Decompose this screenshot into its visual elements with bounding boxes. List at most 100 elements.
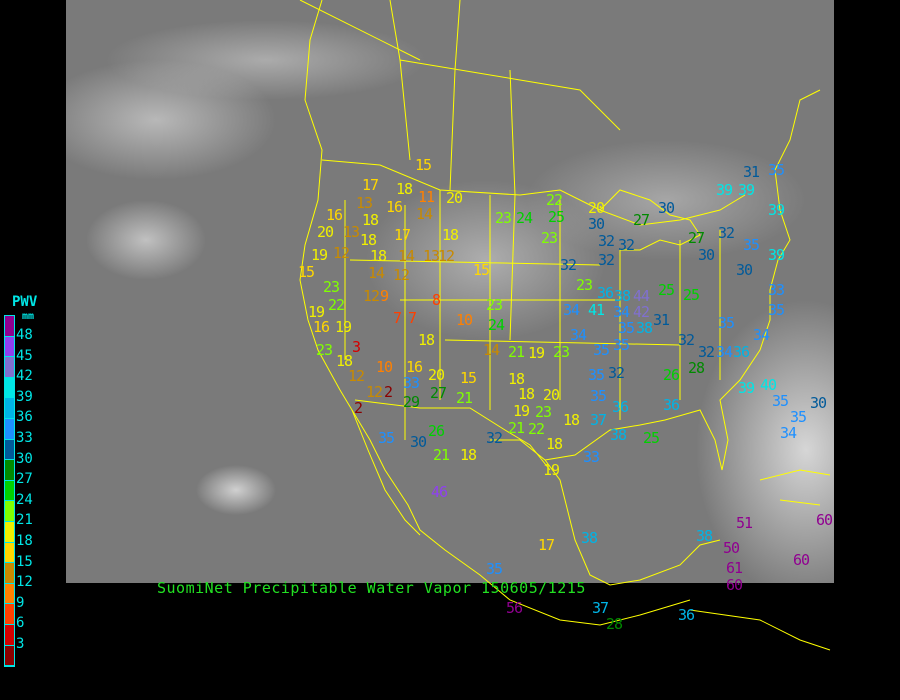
station-pwv-value: 38 — [610, 426, 627, 444]
station-pwv-value: 3 — [352, 338, 361, 356]
station-pwv-value: 21 — [433, 446, 450, 464]
station-pwv-value: 36 — [612, 398, 629, 416]
station-pwv-value: 16 — [406, 358, 423, 376]
station-pwv-value: 18 — [508, 370, 525, 388]
station-pwv-value: 15 — [415, 156, 432, 174]
station-pwv-value: 13 — [423, 247, 440, 265]
canada-provinces — [299, 0, 621, 196]
legend-swatch — [5, 624, 14, 646]
station-pwv-value: 35 — [378, 429, 395, 447]
station-pwv-value: 19 — [528, 344, 545, 362]
legend-label: 42 — [16, 368, 33, 385]
station-pwv-value: 18 — [460, 446, 477, 464]
station-pwv-value: 20 — [428, 366, 445, 384]
station-pwv-value: 22 — [328, 296, 345, 314]
station-pwv-value: 32 — [618, 236, 635, 254]
station-pwv-value: 19 — [308, 303, 325, 321]
station-pwv-value: 12 — [348, 367, 365, 385]
legend-label: 27 — [16, 471, 33, 488]
legend-label: 9 — [16, 594, 25, 611]
station-pwv-value: 35 — [588, 366, 605, 384]
us-mexico-border — [354, 399, 551, 471]
legend-label: 39 — [16, 388, 33, 405]
station-pwv-value: 44 — [633, 287, 650, 305]
station-pwv-value: 56 — [506, 599, 523, 617]
legend-swatch — [5, 316, 14, 337]
station-pwv-value: 38 — [614, 287, 631, 305]
station-pwv-value: 12 — [363, 287, 380, 305]
station-pwv-value: 7 — [408, 309, 417, 327]
legend-label: 45 — [16, 347, 33, 364]
station-pwv-value: 31 — [743, 163, 760, 181]
legend-swatch — [5, 439, 14, 461]
station-pwv-value: 20 — [588, 199, 605, 217]
legend-swatch — [5, 563, 14, 584]
station-pwv-value: 26 — [663, 366, 680, 384]
legend-swatch — [5, 542, 14, 564]
station-pwv-value: 30 — [698, 246, 715, 264]
legend-swatch — [5, 604, 14, 625]
station-pwv-value: 23 — [541, 229, 558, 247]
station-pwv-value: 23 — [316, 341, 333, 359]
station-pwv-value: 35 — [768, 161, 785, 179]
station-pwv-value: 42 — [633, 303, 650, 321]
station-pwv-value: 32 — [598, 251, 615, 269]
station-pwv-value: 18 — [546, 435, 563, 453]
station-pwv-value: 2 — [354, 399, 363, 417]
station-pwv-value: 24 — [516, 209, 533, 227]
station-pwv-value: 28 — [606, 615, 623, 633]
legend-swatch — [5, 418, 14, 440]
station-pwv-value: 22 — [546, 191, 563, 209]
station-pwv-value: 9 — [380, 287, 389, 305]
station-pwv-value: 33 — [768, 281, 785, 299]
west-coastline — [299, 0, 691, 626]
station-pwv-value: 18 — [360, 231, 377, 249]
station-pwv-value: 39 — [768, 201, 785, 219]
station-pwv-value: 21 — [508, 419, 525, 437]
great-lakes — [599, 189, 701, 251]
station-pwv-value: 20 — [446, 189, 463, 207]
legend-swatch — [5, 377, 14, 399]
station-pwv-value: 37 — [590, 411, 607, 429]
legend-label: 12 — [16, 574, 33, 591]
station-pwv-value: 39 — [768, 246, 785, 264]
satellite-image — [66, 0, 834, 583]
station-pwv-value: 38 — [696, 527, 713, 545]
station-pwv-value: 25 — [548, 208, 565, 226]
station-pwv-value: 15 — [298, 263, 315, 281]
station-pwv-value: 11 — [418, 188, 435, 206]
station-pwv-value: 32 — [608, 364, 625, 382]
station-pwv-value: 24 — [488, 316, 505, 334]
legend-label: 15 — [16, 553, 33, 570]
station-pwv-value: 35 — [718, 314, 735, 332]
caribbean-islands — [689, 469, 831, 651]
station-pwv-value: 23 — [576, 276, 593, 294]
station-pwv-value: 30 — [658, 199, 675, 217]
station-pwv-value: 18 — [396, 180, 413, 198]
station-pwv-value: 12 — [333, 244, 350, 262]
station-pwv-value: 38 — [636, 319, 653, 337]
station-pwv-value: 32 — [598, 232, 615, 250]
legend-swatch — [5, 501, 14, 522]
station-pwv-value: 36 — [678, 606, 695, 624]
station-pwv-value: 18 — [370, 247, 387, 265]
station-pwv-value: 27 — [688, 229, 705, 247]
legend-swatch — [5, 521, 14, 543]
station-pwv-value: 21 — [508, 343, 525, 361]
legend-swatch — [5, 480, 14, 502]
station-pwv-value: 35 — [768, 301, 785, 319]
station-pwv-value: 25 — [643, 429, 660, 447]
station-pwv-value: 60 — [816, 511, 833, 529]
station-pwv-value: 23 — [495, 209, 512, 227]
station-pwv-value: 41 — [588, 301, 605, 319]
station-pwv-value: 36 — [663, 396, 680, 414]
station-pwv-value: 39 — [716, 181, 733, 199]
station-pwv-value: 32 — [698, 343, 715, 361]
station-pwv-value: 60 — [793, 551, 810, 569]
legend-swatch — [5, 398, 14, 419]
legend-label: 21 — [16, 512, 33, 529]
station-pwv-value: 35 — [486, 560, 503, 578]
station-pwv-value: 10 — [376, 358, 393, 376]
station-pwv-value: 16 — [326, 206, 343, 224]
